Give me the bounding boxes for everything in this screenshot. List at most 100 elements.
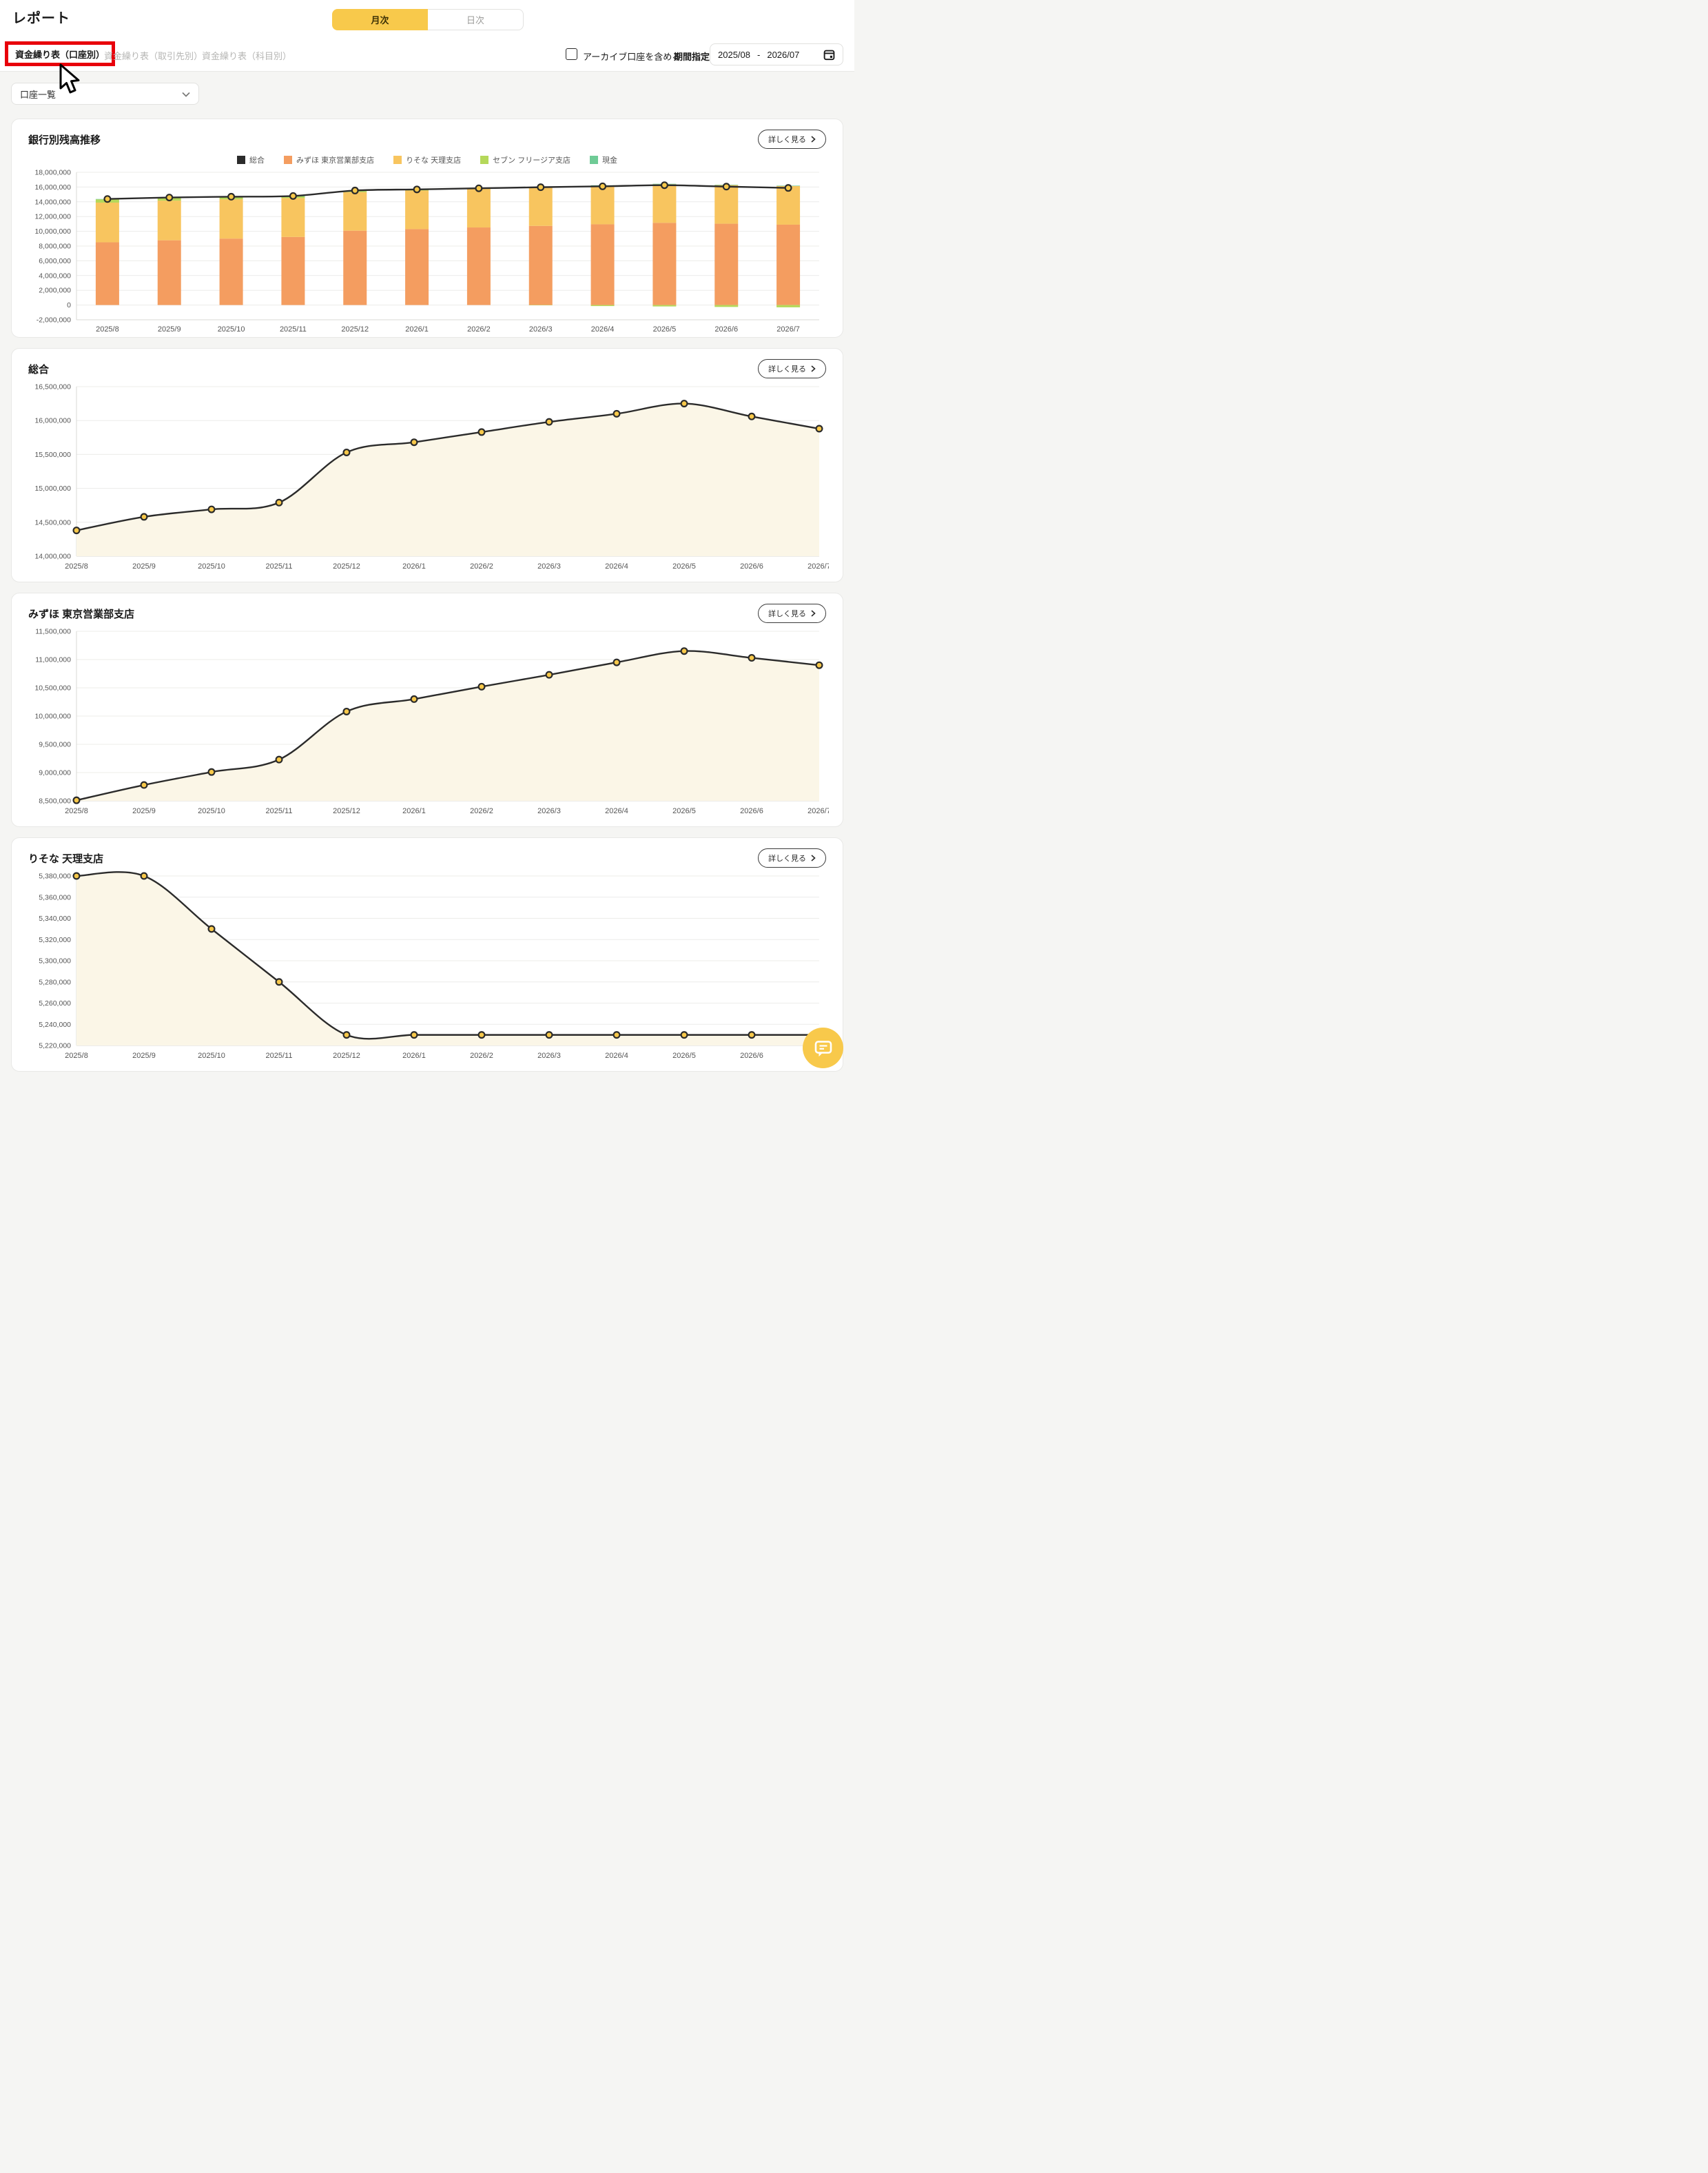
- svg-text:2026/7: 2026/7: [807, 807, 829, 815]
- archive-checkbox-label: アーカイブ口座を含める: [583, 52, 681, 62]
- svg-text:2026/5: 2026/5: [672, 1052, 696, 1060]
- chevron-right-icon: [811, 855, 816, 861]
- calendar-icon[interactable]: [823, 49, 835, 61]
- svg-text:2025/11: 2025/11: [266, 562, 293, 571]
- svg-text:11,500,000: 11,500,000: [35, 628, 71, 636]
- svg-text:2026/5: 2026/5: [672, 807, 696, 815]
- svg-text:2026/6: 2026/6: [714, 325, 738, 334]
- legend-label: りそな 天理支店: [406, 156, 462, 165]
- svg-text:2026/3: 2026/3: [537, 1052, 561, 1060]
- svg-text:2026/5: 2026/5: [672, 562, 696, 571]
- legend-swatch-icon: [480, 156, 489, 164]
- chart-card-risona: りそな 天理支店 詳しく見る 5,380,000 5,360,000 5,340,0…: [11, 837, 843, 1072]
- svg-text:2026/5: 2026/5: [653, 325, 677, 334]
- chart-card-mizuho: みずほ 東京営業部支店 詳しく見る 11,500,000 11,000,000 10…: [11, 593, 843, 827]
- svg-text:4,000,000: 4,000,000: [39, 272, 71, 280]
- detail-button-risona[interactable]: 詳しく見る: [758, 848, 826, 868]
- svg-text:2025/12: 2025/12: [333, 562, 360, 571]
- svg-text:2026/2: 2026/2: [470, 562, 493, 571]
- period-label: 期間指定: [674, 52, 710, 62]
- svg-text:18,000,000: 18,000,000: [34, 169, 71, 177]
- period-end-value: 2026/07: [767, 49, 800, 60]
- mizuho-balance-chart: 11,500,000 11,000,000 10,500,000 10,000,000…: [12, 623, 843, 824]
- period-toggle: 月次 日次: [332, 9, 524, 30]
- legend-label: 現金: [601, 156, 617, 165]
- svg-text:5,300,000: 5,300,000: [39, 957, 71, 966]
- legend-label: みずほ 東京営業部支店: [296, 156, 375, 165]
- chat-fab-button[interactable]: [803, 1028, 843, 1068]
- detail-button-mizuho[interactable]: 詳しく見る: [758, 604, 826, 623]
- svg-text:2026/3: 2026/3: [537, 807, 561, 815]
- account-list-dropdown[interactable]: 口座一覧: [11, 83, 199, 105]
- date-range-input[interactable]: 2025/08 - 2026/07: [710, 43, 843, 65]
- svg-text:14,000,000: 14,000,000: [34, 553, 71, 561]
- chart-card-total: 総合 詳しく見る 16,500,000 16,000,000 15,500,000 1…: [11, 348, 843, 582]
- svg-text:2025/8: 2025/8: [65, 1052, 88, 1060]
- svg-text:10,000,000: 10,000,000: [34, 713, 71, 721]
- legend-swatch-icon: [237, 156, 246, 164]
- chart-legend: 総合 みずほ 東京営業部支店 りそな 天理支店 セブン フリージア支店 現金: [12, 154, 843, 165]
- app-header: レポート 月次 日次 資金繰り表（口座別） 資金繰り表（取引先別） 資金繰り表（…: [0, 0, 854, 72]
- legend-swatch-icon: [284, 156, 293, 164]
- svg-text:5,380,000: 5,380,000: [39, 873, 71, 881]
- chart-title: 銀行別残高推移: [28, 134, 101, 146]
- detail-button-bank-balance[interactable]: 詳しく見る: [758, 130, 826, 149]
- svg-text:2025/11: 2025/11: [266, 1052, 293, 1060]
- tab-cashflow-by-category[interactable]: 資金繰り表（科目別）: [202, 51, 292, 61]
- svg-text:6,000,000: 6,000,000: [39, 257, 71, 265]
- monthly-toggle-button[interactable]: 月次: [332, 9, 428, 30]
- svg-text:2,000,000: 2,000,000: [39, 287, 71, 295]
- chart-title: りそな 天理支店: [28, 853, 104, 865]
- legend-label: セブン フリージア支店: [493, 156, 570, 165]
- legend-item: 総合: [237, 154, 265, 165]
- svg-text:5,260,000: 5,260,000: [39, 999, 71, 1008]
- svg-text:2026/7: 2026/7: [776, 325, 800, 334]
- svg-text:2025/12: 2025/12: [333, 1052, 360, 1060]
- detail-button-total[interactable]: 詳しく見る: [758, 359, 826, 378]
- chevron-right-icon: [811, 136, 816, 143]
- svg-text:10,000,000: 10,000,000: [34, 227, 71, 236]
- svg-text:16,000,000: 16,000,000: [34, 183, 71, 192]
- report-page: レポート 月次 日次 資金繰り表（口座別） 資金繰り表（取引先別） 資金繰り表（…: [0, 0, 854, 1087]
- svg-text:12,000,000: 12,000,000: [34, 213, 71, 221]
- svg-text:2025/10: 2025/10: [218, 325, 245, 334]
- svg-text:2026/4: 2026/4: [605, 807, 628, 815]
- svg-text:14,500,000: 14,500,000: [34, 518, 71, 527]
- period-start-value: 2025/08: [718, 49, 750, 60]
- svg-text:2026/3: 2026/3: [537, 562, 561, 571]
- chevron-right-icon: [811, 610, 816, 617]
- svg-text:2026/2: 2026/2: [470, 1052, 493, 1060]
- svg-text:14,000,000: 14,000,000: [34, 198, 71, 206]
- chart-title: 総合: [28, 363, 50, 376]
- svg-text:15,000,000: 15,000,000: [34, 484, 71, 493]
- tab-cashflow-by-counterparty[interactable]: 資金繰り表（取引先別）: [104, 51, 203, 61]
- legend-item: 現金: [589, 154, 617, 165]
- svg-text:2026/2: 2026/2: [470, 807, 493, 815]
- svg-text:5,340,000: 5,340,000: [39, 915, 71, 923]
- legend-item: みずほ 東京営業部支店: [284, 154, 374, 165]
- svg-text:2025/9: 2025/9: [132, 807, 156, 815]
- svg-text:2025/11: 2025/11: [266, 807, 293, 815]
- tab-cashflow-by-account[interactable]: 資金繰り表（口座別）: [5, 41, 116, 66]
- tab-cashflow-by-account-label: 資金繰り表（口座別）: [15, 49, 105, 60]
- archive-accounts-checkbox[interactable]: [566, 48, 577, 60]
- svg-text:2025/10: 2025/10: [198, 1052, 225, 1060]
- svg-text:2026/1: 2026/1: [402, 562, 426, 571]
- chevron-right-icon: [811, 365, 816, 372]
- svg-text:15,500,000: 15,500,000: [34, 451, 71, 459]
- page-title: レポート: [12, 11, 70, 26]
- svg-text:2025/8: 2025/8: [96, 325, 119, 334]
- daily-toggle-button[interactable]: 日次: [428, 9, 524, 30]
- account-list-dropdown-label: 口座一覧: [20, 89, 56, 100]
- svg-text:2026/6: 2026/6: [740, 1052, 763, 1060]
- svg-text:2026/2: 2026/2: [467, 325, 491, 334]
- svg-text:-2,000,000: -2,000,000: [37, 316, 71, 325]
- svg-text:5,360,000: 5,360,000: [39, 893, 71, 901]
- chart-card-bank-balance: 銀行別残高推移 詳しく見る 総合 みずほ 東京営業部支店 りそな 天理支店 セブン フ…: [11, 119, 843, 338]
- svg-text:9,500,000: 9,500,000: [39, 741, 71, 749]
- legend-swatch-icon: [393, 156, 402, 164]
- svg-text:5,240,000: 5,240,000: [39, 1021, 71, 1029]
- svg-text:2026/1: 2026/1: [405, 325, 429, 334]
- svg-text:2025/9: 2025/9: [132, 1052, 156, 1060]
- svg-text:2026/4: 2026/4: [591, 325, 615, 334]
